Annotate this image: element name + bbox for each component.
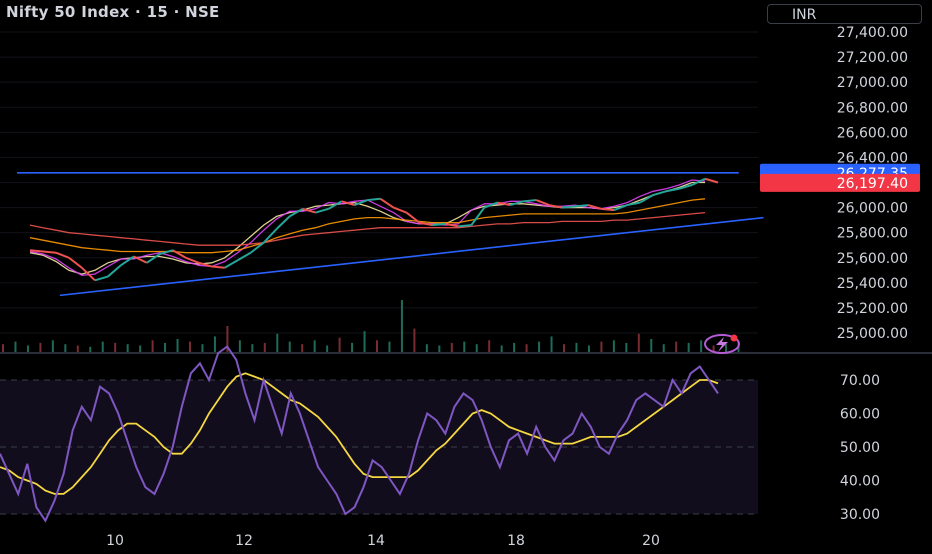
price-tick-label: 26,600.00 — [837, 125, 908, 141]
price-labels: 26,277.3526,197.40 — [760, 164, 920, 192]
volume-bar — [27, 346, 29, 353]
volume-bar — [214, 336, 216, 352]
volume-bar — [64, 344, 66, 352]
volume-bar — [388, 342, 390, 352]
volume-bar — [551, 336, 553, 352]
price-tick-label: 25,800.00 — [837, 226, 908, 242]
rsi-tick-label: 30.00 — [840, 507, 880, 523]
volume-bar — [39, 343, 41, 352]
price-tick-label: 27,200.00 — [837, 50, 908, 66]
price-segment — [575, 205, 588, 206]
volume-bar — [89, 347, 91, 352]
volume-bar — [152, 340, 154, 352]
volume-bar — [201, 344, 203, 352]
volume-bar — [14, 342, 16, 352]
volume-bar — [476, 344, 478, 352]
volume-bar — [588, 346, 590, 353]
price-tick-label: 25,000.00 — [837, 326, 908, 342]
price-segment — [432, 224, 445, 225]
volume-bar — [438, 346, 440, 353]
volume-bar — [289, 342, 291, 352]
chart-title: Nifty 50 Index · 15 · NSE — [6, 3, 220, 21]
volume-bar — [725, 344, 727, 352]
volume-bar — [600, 342, 602, 352]
time-tick-label: 14 — [367, 533, 385, 549]
price-segment — [212, 267, 225, 268]
volume-bar — [575, 343, 577, 352]
volume-bar — [625, 343, 627, 352]
time-tick-label: 10 — [106, 533, 124, 549]
volume-bar — [239, 340, 241, 352]
volume-bar — [177, 339, 179, 352]
volume-bar — [102, 342, 104, 352]
volume-bar — [501, 346, 503, 353]
price-tick-label: 25,600.00 — [837, 251, 908, 267]
rsi-tick-label: 70.00 — [840, 373, 880, 389]
volume-bar — [413, 329, 415, 352]
volume-bar — [663, 344, 665, 352]
volume-bar — [700, 340, 702, 352]
price-tick-label: 25,400.00 — [837, 276, 908, 292]
volume-bar — [364, 331, 366, 352]
volume-bar — [2, 344, 4, 352]
price-segment — [368, 199, 381, 200]
time-tick-label: 12 — [235, 533, 253, 549]
price-tick-label: 26,000.00 — [837, 201, 908, 217]
currency-selector[interactable]: INR — [767, 4, 922, 24]
volume-bar — [563, 344, 565, 352]
price-segment — [601, 209, 614, 210]
volume-bar — [114, 343, 116, 352]
volume-bar — [326, 346, 328, 353]
volume-bar — [276, 334, 278, 352]
volume-bar — [52, 340, 54, 352]
time-tick-label: 18 — [507, 533, 525, 549]
volume-bar — [189, 342, 191, 352]
volume-bar — [463, 342, 465, 352]
volume-bar — [638, 334, 640, 352]
price-tick-label: 27,000.00 — [837, 75, 908, 91]
volume-bar — [488, 340, 490, 352]
badge-alert-dot — [731, 335, 738, 342]
volume-bar — [538, 342, 540, 352]
volume-bar — [451, 343, 453, 352]
price-tick-label: 25,200.00 — [837, 301, 908, 317]
volume-bar — [613, 340, 615, 352]
price-segment — [458, 225, 471, 226]
volume-bar — [251, 344, 253, 352]
price-label-text: 26,197.40 — [837, 176, 908, 192]
volume-bar — [339, 338, 341, 352]
volume-bar — [264, 343, 266, 352]
price-tick-label: 27,400.00 — [837, 25, 908, 41]
volume-bar — [688, 343, 690, 352]
volume-bar — [650, 339, 652, 352]
volume-bar — [127, 344, 129, 352]
price-segment — [523, 200, 536, 201]
volume-bar — [526, 344, 528, 352]
price-tick-label: 26,800.00 — [837, 100, 908, 116]
volume-bar — [301, 344, 303, 352]
price-segment — [562, 206, 575, 207]
rsi-tick-label: 50.00 — [840, 440, 880, 456]
volume-bar — [351, 343, 353, 352]
volume-bar — [77, 346, 79, 353]
volume-bar — [513, 343, 515, 352]
volume-bar — [401, 300, 403, 352]
volume-bar — [376, 340, 378, 352]
rsi-tick-label: 40.00 — [840, 474, 880, 490]
volume-bar — [164, 343, 166, 352]
volume-bar — [314, 340, 316, 352]
time-tick-label: 20 — [642, 533, 660, 549]
rsi-tick-label: 60.00 — [840, 407, 880, 423]
volume-bar — [426, 344, 428, 352]
volume-bar — [139, 346, 141, 353]
volume-bar — [675, 342, 677, 352]
